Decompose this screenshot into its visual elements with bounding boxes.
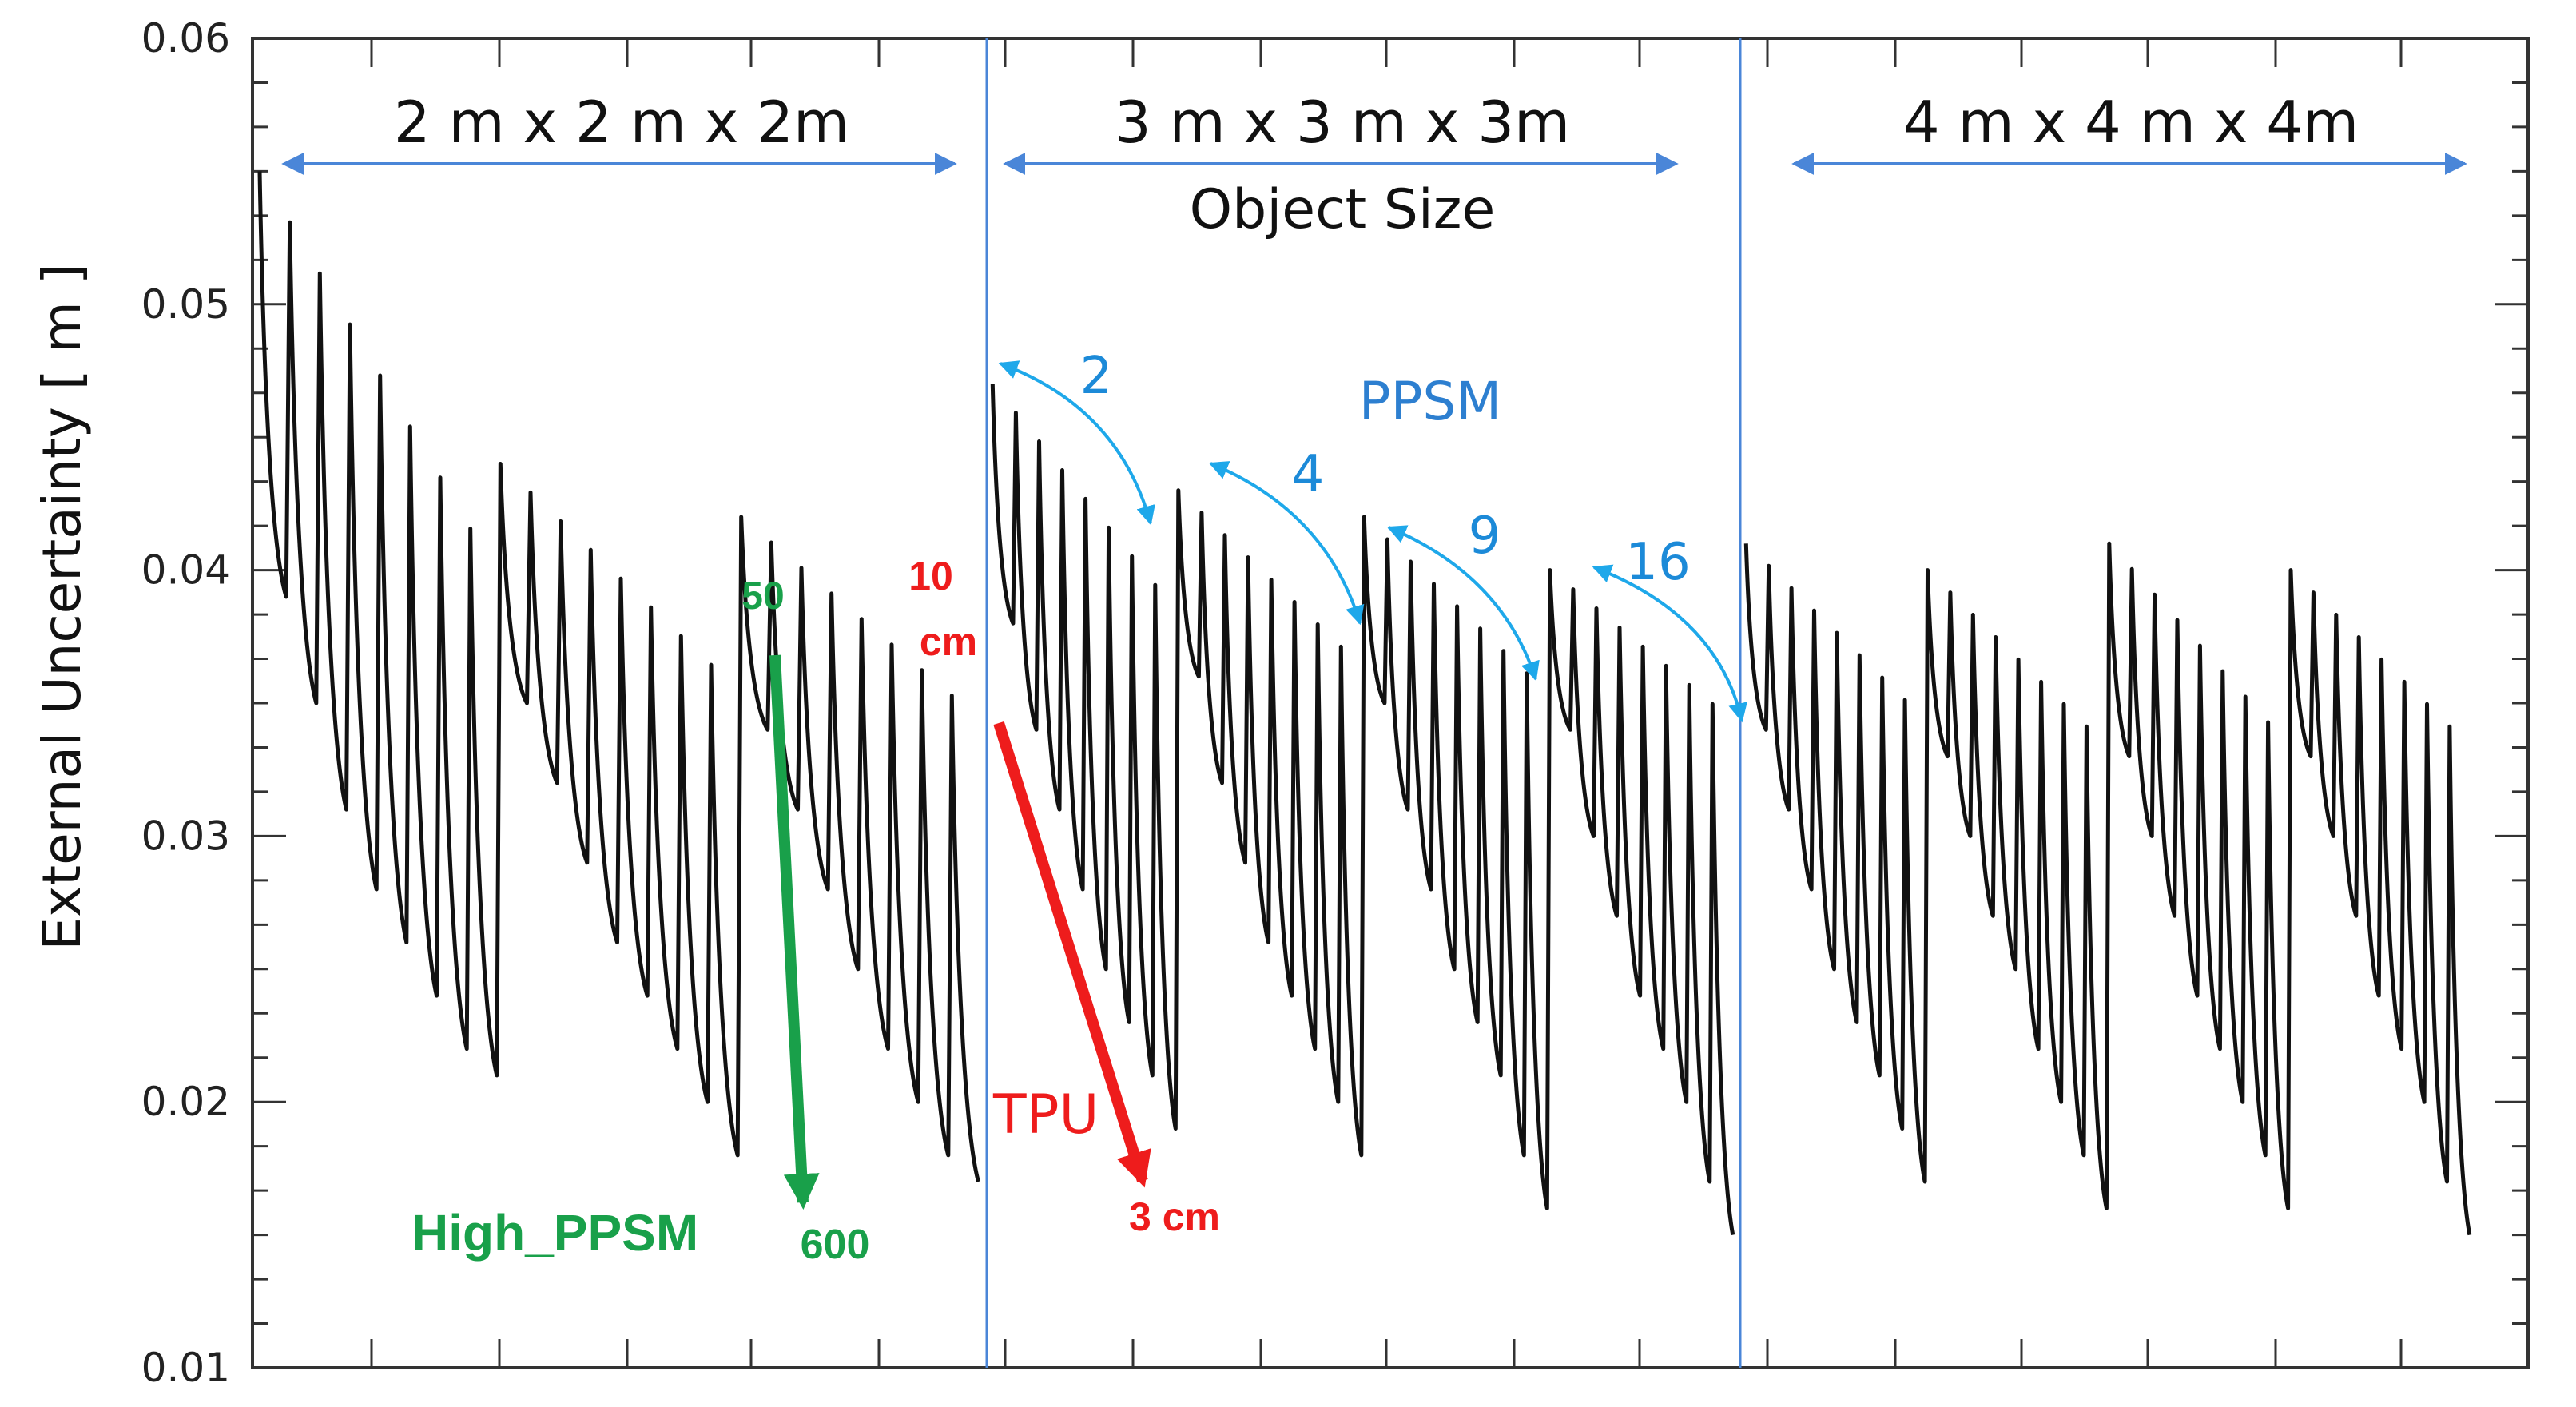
high-ppsm-arrow <box>769 654 820 1210</box>
series-line-2 <box>990 384 1735 1236</box>
object-size-label: Object Size <box>1190 178 1496 241</box>
tpu-start-value: 10 <box>908 554 953 598</box>
tpu-arrow <box>993 721 1151 1188</box>
series-line-3 <box>1743 541 2472 1236</box>
high-ppsm-label: High_PPSM <box>411 1204 698 1262</box>
series-line-1 <box>257 171 980 1182</box>
y-tick-label: 0.04 <box>141 547 230 594</box>
tpu-end-label: 3 cm <box>1129 1194 1220 1239</box>
ppsm-label: PPSM <box>1359 371 1501 432</box>
ppsm-step-4: 4 <box>1292 445 1325 504</box>
y-tick-label: 0.06 <box>141 15 230 62</box>
y-axis-label: External Uncertainty [ m ] <box>31 264 93 950</box>
ppsm-arc-9 <box>1386 525 1540 682</box>
y-tick-labels: 0.01 0.02 0.03 0.04 0.05 0.06 <box>141 15 230 1391</box>
ppsm-arc-16 <box>1592 564 1747 723</box>
y-tick-label: 0.01 <box>141 1345 230 1391</box>
region-label-4m: 4 m x 4 m x 4m <box>1903 89 2359 156</box>
y-tick-label: 0.05 <box>141 281 230 328</box>
high-ppsm-end-label: 600 <box>801 1222 870 1268</box>
ppsm-arc-2 <box>998 360 1155 526</box>
data-series <box>257 171 2472 1236</box>
ppsm-arc-4 <box>1208 461 1365 626</box>
y-tick-label: 0.02 <box>141 1079 230 1125</box>
tpu-label: TPU <box>992 1083 1099 1147</box>
ppsm-step-2: 2 <box>1080 347 1113 406</box>
region-label-2m: 2 m x 2 m x 2m <box>394 89 849 156</box>
region-label-3m: 3 m x 3 m x 3m <box>1115 89 1570 156</box>
tpu-start-unit: cm <box>920 619 977 664</box>
ppsm-step-16: 16 <box>1625 533 1690 592</box>
ppsm-step-9: 9 <box>1469 507 1501 566</box>
y-tick-label: 0.03 <box>141 813 230 859</box>
high-ppsm-start-label: 50 <box>741 575 784 618</box>
axis-ticks <box>252 37 2528 1369</box>
